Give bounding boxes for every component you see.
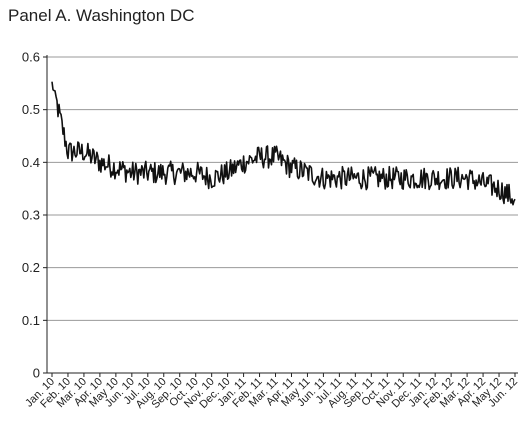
y-tick-label: 0.6 [22,50,40,65]
chart-title: Panel A. Washington DC [8,6,195,25]
y-tick-label: 0.3 [22,208,40,223]
y-tick-label: 0 [33,366,40,381]
y-tick-label: 0.4 [22,155,40,170]
y-tick-label: 0.2 [22,260,40,275]
y-tick-label: 0.1 [22,313,40,328]
y-tick-label: 0.5 [22,102,40,117]
y-axis-ticks: 0 0.1 0.2 0.3 0.4 0.5 0.6 [22,50,47,381]
series-line [51,81,516,206]
gridlines [47,56,518,321]
